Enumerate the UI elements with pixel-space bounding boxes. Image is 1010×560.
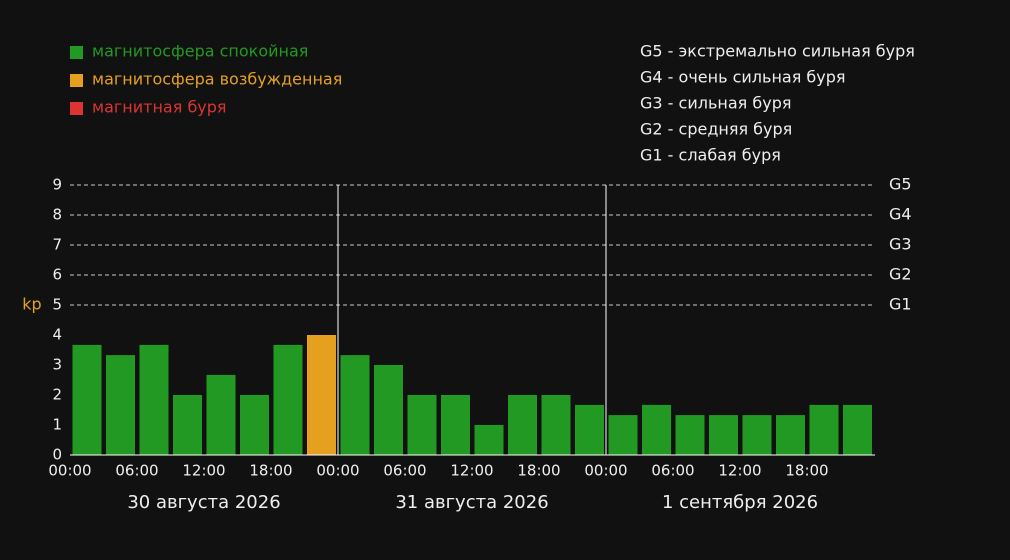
bar [273,344,303,455]
bar [709,415,738,455]
bar [809,404,839,455]
scale-note: G1 - слабая буря [640,146,781,165]
y2-tick-label: G2 [889,265,912,284]
x-tick-label: 12:00 [718,462,761,480]
y-tick-label: 8 [52,206,62,224]
y-tick-label: 5 [52,296,62,314]
bar [139,344,169,455]
bar [776,415,805,455]
x-tick-label: 18:00 [517,462,560,480]
y-tick-label: 3 [52,356,62,374]
bar [675,415,705,455]
bar [374,365,403,455]
scale-note: G4 - очень сильная буря [640,68,846,87]
bar [72,344,102,455]
y-axis-label: kp [22,295,41,314]
x-tick-label: 00:00 [584,462,627,480]
y2-tick-label: G4 [889,205,912,224]
bar [575,404,604,455]
y-tick-label: 0 [52,446,62,464]
bar [474,425,504,455]
day-label: 1 сентября 2026 [662,492,818,513]
bar [340,355,370,455]
legend-label: магнитосфера возбужденная [92,70,342,89]
scale-note: G3 - сильная буря [640,94,791,113]
y-tick-label: 2 [52,386,62,404]
x-tick-label: 06:00 [651,462,694,480]
y-tick-label: 7 [52,236,62,254]
bar [608,415,638,455]
bar [173,395,202,455]
x-tick-label: 12:00 [450,462,493,480]
y-tick-label: 6 [52,266,62,284]
legend-label: магнитная буря [92,98,227,117]
x-tick-label: 00:00 [48,462,91,480]
legend-swatch [70,74,83,87]
legend-swatch [70,46,83,59]
bar [508,395,537,455]
bar [642,404,671,455]
bar [240,395,269,455]
x-tick-label: 18:00 [785,462,828,480]
y2-tick-label: G1 [889,295,912,314]
day-label: 30 августа 2026 [127,492,280,513]
bar [441,395,470,455]
y-tick-label: 1 [52,416,62,434]
x-tick-label: 06:00 [383,462,426,480]
x-tick-label: 06:00 [115,462,158,480]
bar [206,374,236,455]
y2-tick-label: G5 [889,175,912,194]
y-tick-label: 4 [52,326,62,344]
bar [307,335,336,455]
x-tick-label: 00:00 [316,462,359,480]
bar [407,395,437,455]
x-tick-label: 12:00 [182,462,225,480]
bar [742,415,772,455]
day-label: 31 августа 2026 [395,492,548,513]
y-tick-label: 9 [52,176,62,194]
y2-tick-label: G3 [889,235,912,254]
bar [106,355,135,455]
bar [541,395,571,455]
x-tick-label: 18:00 [249,462,292,480]
legend-swatch [70,102,83,115]
scale-note: G2 - средняя буря [640,120,792,139]
legend-label: магнитосфера спокойная [92,42,308,61]
scale-note: G5 - экстремально сильная буря [640,42,915,61]
bar [843,404,872,455]
